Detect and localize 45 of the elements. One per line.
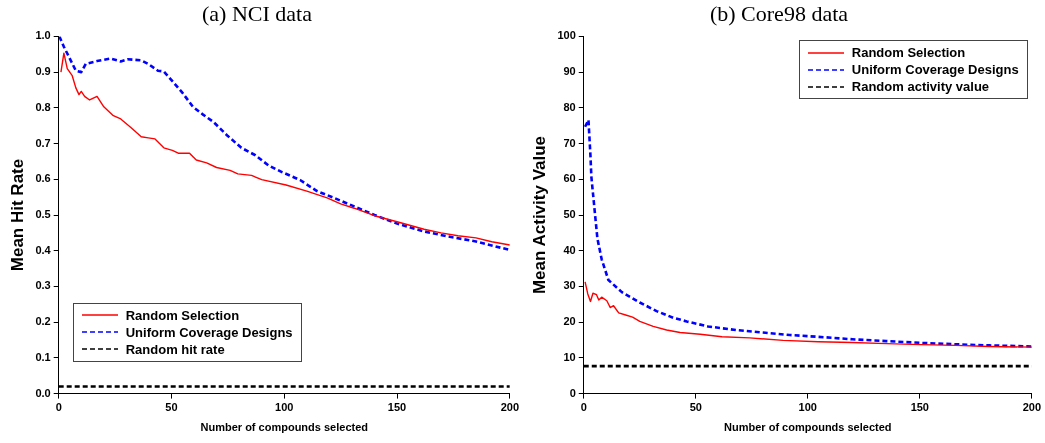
x-axis-title: Number of compounds selected (200, 421, 368, 434)
x-tick-label: 150 (910, 401, 929, 414)
y-tick-label: 30 (563, 279, 576, 292)
y-tick-label: 0.8 (35, 100, 51, 113)
x-axis-title: Number of compounds selected (724, 421, 892, 434)
x-tick-label: 0 (580, 401, 587, 414)
y-tick-label: 0.2 (35, 315, 51, 328)
y-tick-label: 0.3 (35, 279, 51, 292)
y-axis-title: Mean Activity Value (529, 135, 549, 295)
y-axis-title: Mean Hit Rate (7, 158, 27, 272)
y-tick-label: 80 (563, 100, 576, 113)
y-tick-label: 60 (563, 172, 576, 185)
y-tick-label: 100 (557, 29, 576, 42)
x-tick-label: 150 (387, 401, 407, 414)
x-tick-label: 100 (275, 401, 294, 414)
y-tick-label: 0.6 (35, 172, 51, 185)
legend-label: Random Selection (851, 45, 966, 61)
y-tick-label: 50 (563, 208, 576, 221)
y-tick-label: 0.1 (35, 350, 51, 363)
x-tick-label: 50 (689, 401, 702, 414)
y-tick-label: 0.9 (35, 65, 51, 78)
y-tick-label: 10 (563, 350, 576, 363)
y-tick-label: 1.0 (35, 29, 51, 42)
x-tick-label: 200 (500, 401, 519, 414)
chart-title: (a) NCI data (202, 0, 313, 26)
legend-label: Random activity value (851, 79, 990, 95)
y-tick-label: 0.4 (35, 243, 52, 256)
legend-label: Random hit rate (125, 341, 225, 357)
chart-title: (b) Core98 data (709, 0, 849, 26)
x-tick-label: 200 (1022, 401, 1041, 414)
y-tick-label: 0.7 (35, 136, 51, 149)
y-tick-label: 90 (563, 65, 576, 78)
line-series (583, 118, 1032, 348)
y-tick-label: 70 (563, 136, 576, 149)
legend-label: Uniform Coverage Designs (851, 62, 1019, 78)
y-tick-label: 0.5 (35, 208, 51, 221)
x-tick-label: 100 (798, 401, 817, 414)
y-tick-label: 20 (563, 315, 576, 328)
legend-label: Uniform Coverage Designs (125, 324, 293, 340)
x-tick-label: 50 (165, 401, 178, 414)
legend-label: Random Selection (125, 307, 240, 323)
y-tick-label: 0.0 (35, 386, 51, 399)
y-tick-label: 0 (569, 386, 576, 399)
x-tick-label: 0 (55, 401, 62, 414)
y-tick-label: 40 (563, 243, 576, 256)
